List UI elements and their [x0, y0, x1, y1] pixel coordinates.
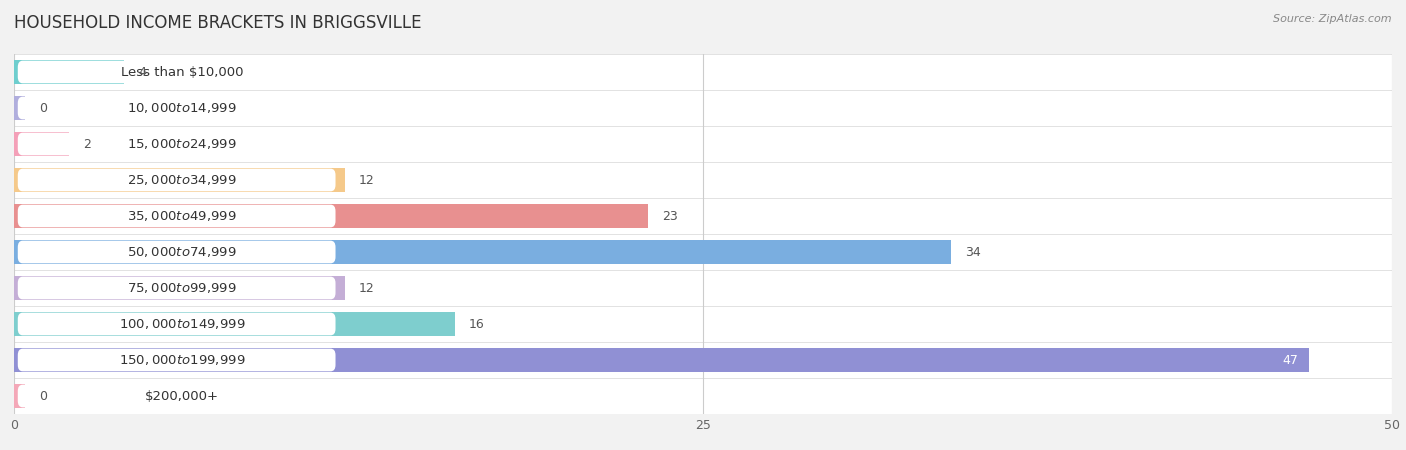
Text: $100,000 to $149,999: $100,000 to $149,999	[120, 317, 246, 331]
Text: 4: 4	[138, 66, 146, 78]
Text: Source: ZipAtlas.com: Source: ZipAtlas.com	[1274, 14, 1392, 23]
Bar	[14, 60, 124, 84]
Bar	[14, 132, 69, 156]
Bar	[14, 162, 1392, 198]
Text: 0: 0	[39, 102, 46, 114]
Bar	[14, 240, 950, 264]
Text: 12: 12	[359, 174, 374, 186]
Text: 12: 12	[359, 282, 374, 294]
Text: 34: 34	[965, 246, 980, 258]
Text: $25,000 to $34,999: $25,000 to $34,999	[128, 173, 238, 187]
Bar	[14, 90, 1392, 126]
Text: 2: 2	[83, 138, 91, 150]
Text: Less than $10,000: Less than $10,000	[121, 66, 243, 78]
FancyBboxPatch shape	[18, 133, 336, 155]
FancyBboxPatch shape	[18, 97, 336, 119]
Bar	[14, 54, 1392, 90]
Bar	[14, 168, 344, 192]
FancyBboxPatch shape	[18, 349, 336, 371]
Bar	[14, 384, 25, 408]
FancyBboxPatch shape	[18, 205, 336, 227]
Bar	[14, 378, 1392, 414]
Text: $35,000 to $49,999: $35,000 to $49,999	[128, 209, 238, 223]
Bar	[14, 276, 344, 300]
Text: HOUSEHOLD INCOME BRACKETS IN BRIGGSVILLE: HOUSEHOLD INCOME BRACKETS IN BRIGGSVILLE	[14, 14, 422, 32]
Text: 0: 0	[39, 390, 46, 402]
Bar	[14, 348, 1309, 372]
FancyBboxPatch shape	[18, 241, 336, 263]
Text: $50,000 to $74,999: $50,000 to $74,999	[128, 245, 238, 259]
Text: 47: 47	[1282, 354, 1298, 366]
FancyBboxPatch shape	[18, 169, 336, 191]
Bar	[14, 234, 1392, 270]
Text: 16: 16	[468, 318, 485, 330]
Bar	[14, 198, 1392, 234]
Text: 23: 23	[662, 210, 678, 222]
FancyBboxPatch shape	[18, 277, 336, 299]
Bar	[14, 306, 1392, 342]
Bar	[14, 270, 1392, 306]
Bar	[14, 126, 1392, 162]
Bar	[14, 312, 456, 336]
Text: $200,000+: $200,000+	[145, 390, 219, 402]
Text: $150,000 to $199,999: $150,000 to $199,999	[120, 353, 246, 367]
Bar	[14, 342, 1392, 378]
Text: $10,000 to $14,999: $10,000 to $14,999	[128, 101, 238, 115]
Bar	[14, 96, 25, 120]
Text: $15,000 to $24,999: $15,000 to $24,999	[128, 137, 238, 151]
FancyBboxPatch shape	[18, 385, 336, 407]
FancyBboxPatch shape	[18, 313, 336, 335]
FancyBboxPatch shape	[18, 61, 336, 83]
Bar	[14, 204, 648, 228]
Text: $75,000 to $99,999: $75,000 to $99,999	[128, 281, 238, 295]
